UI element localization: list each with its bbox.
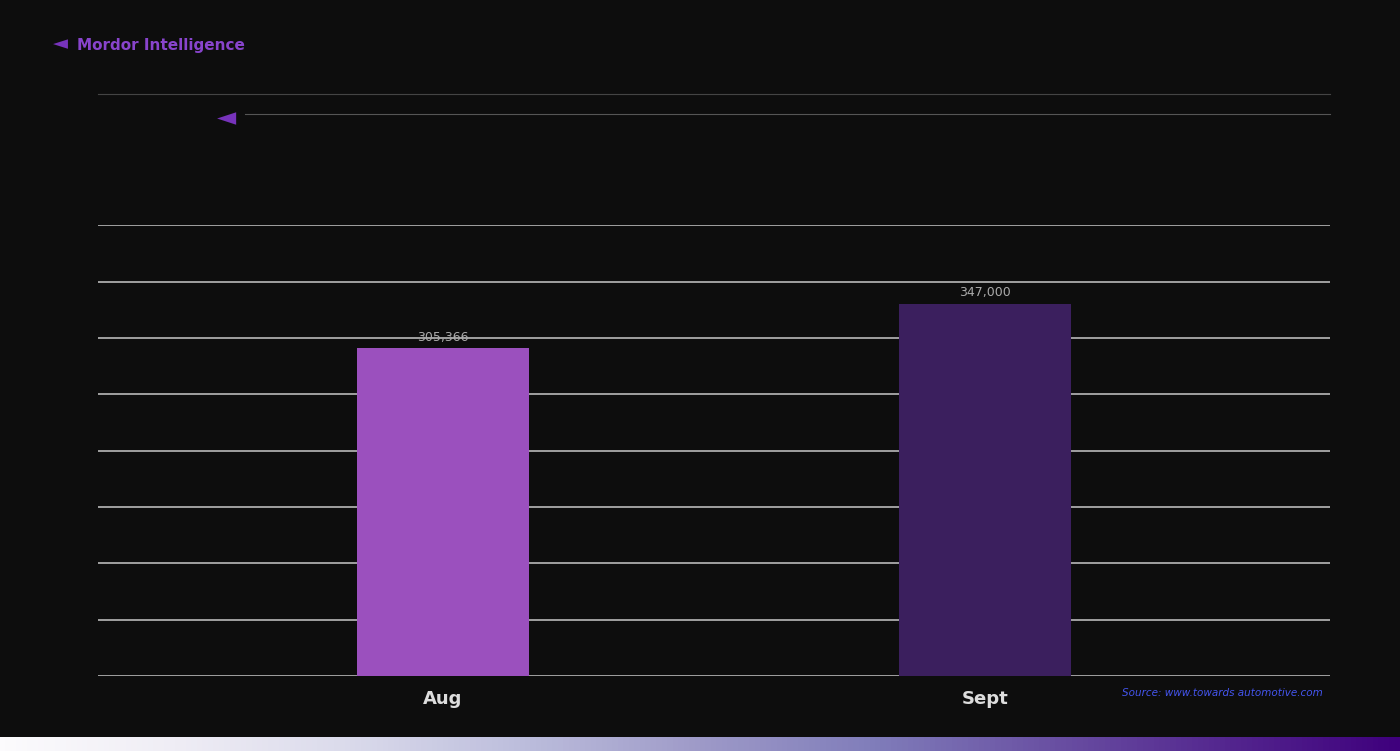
Text: 347,000: 347,000 [959,286,1011,300]
Text: Source: www.towards automotive.com: Source: www.towards automotive.com [1123,689,1323,698]
Bar [357,348,529,676]
Text: ◄: ◄ [53,34,69,53]
Bar [899,303,1071,676]
Text: Mordor Intelligence: Mordor Intelligence [77,38,245,53]
Text: 305,366: 305,366 [417,331,469,344]
Text: ◄: ◄ [217,107,237,131]
